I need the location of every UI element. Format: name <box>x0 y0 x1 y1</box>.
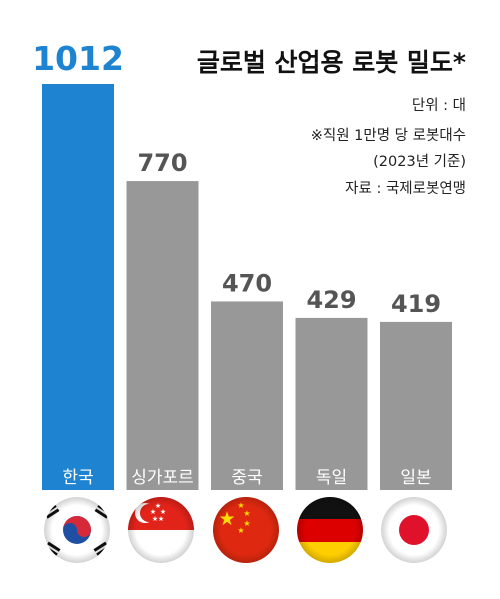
bars-group <box>42 84 452 490</box>
definition-note: ※직원 1만명 당 로봇대수 <box>311 127 466 144</box>
bar-singapore <box>126 181 199 490</box>
bar-germany <box>295 317 368 490</box>
germany-flag-icon <box>297 497 363 563</box>
chart-title: 글로벌 산업용 로봇 밀도* <box>197 48 466 77</box>
china-flag-icon: ★ ★ ★ ★ ★ <box>213 497 279 563</box>
bar-korea <box>42 84 114 490</box>
value-label-korea: 1012 <box>32 39 124 78</box>
category-label-china: 중국 <box>231 468 262 488</box>
year-note: (2023년 기준) <box>373 153 466 170</box>
source-note: 자료 : 국제로봇연맹 <box>345 180 466 197</box>
value-label-china: 470 <box>222 269 272 297</box>
bar-japan <box>380 321 452 490</box>
category-label-singapore: 싱가포르 <box>131 468 194 488</box>
value-label-singapore: 770 <box>137 149 187 177</box>
category-label-germany: 독일 <box>316 468 347 488</box>
south-korea-flag-icon <box>44 497 110 563</box>
value-label-germany: 429 <box>306 286 356 314</box>
category-label-korea: 한국 <box>62 468 93 488</box>
japan-flag-icon <box>381 497 447 563</box>
unit-note: 단위 : 대 <box>412 97 466 114</box>
category-labels-group: 한국 싱가포르 중국 독일 일본 <box>62 468 431 488</box>
singapore-flag-icon: ★ ★ ★ ★ ★ <box>128 497 194 563</box>
value-label-japan: 419 <box>391 290 441 318</box>
category-label-japan: 일본 <box>400 468 431 488</box>
bar-china <box>211 301 283 490</box>
value-labels-group: 1012 770 470 429 419 <box>32 39 441 318</box>
